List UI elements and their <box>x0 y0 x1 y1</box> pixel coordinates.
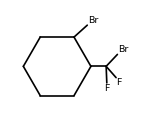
Text: Br: Br <box>118 45 128 54</box>
Text: Br: Br <box>88 16 98 25</box>
Text: F: F <box>104 84 109 93</box>
Text: F: F <box>116 78 122 87</box>
